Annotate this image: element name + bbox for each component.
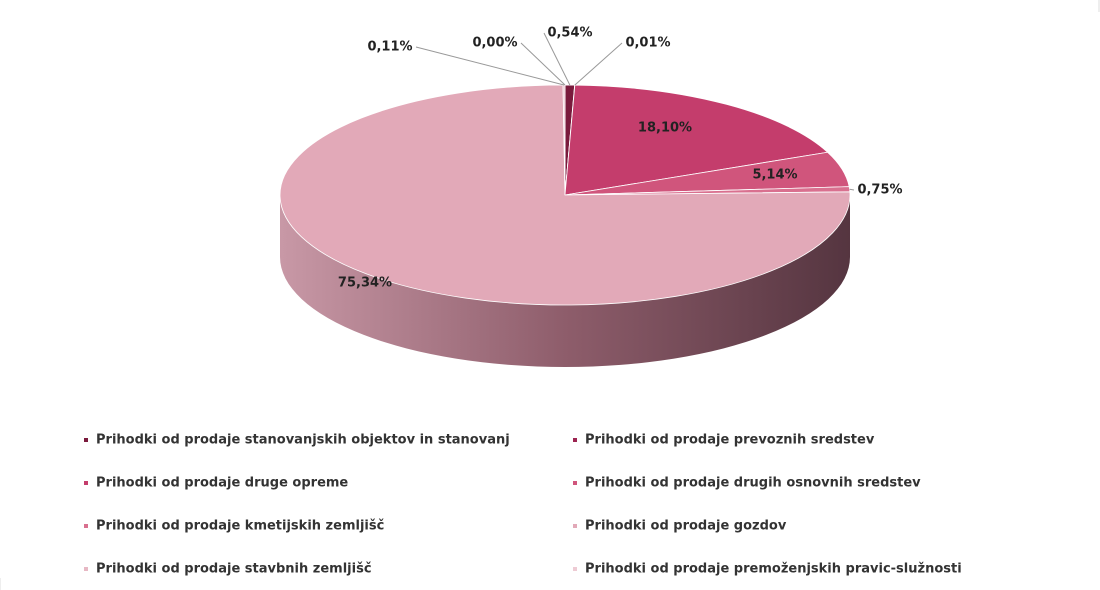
leader-line: [849, 188, 855, 191]
data-label: 75,34%: [338, 276, 392, 291]
data-label: 0,00%: [472, 36, 517, 51]
legend-label: Prihodki od prodaje premoženjskih pravic…: [585, 562, 962, 577]
legend-label: Prihodki od prodaje drugih osnovnih sred…: [585, 476, 921, 491]
data-label: 0,75%: [857, 183, 902, 198]
legend-label: Prihodki od prodaje stavbnih zemljišč: [96, 562, 372, 577]
slice: [564, 84, 829, 196]
leader-line: [543, 32, 571, 86]
legend-label: Prihodki od prodaje stanovanjskih objekt…: [96, 433, 510, 448]
legend-swatch: [573, 438, 577, 442]
legend-swatch: [84, 481, 88, 485]
slice-side: [280, 195, 850, 367]
leader-line: [415, 46, 565, 86]
legend-swatch: [573, 524, 577, 528]
legend-label: Prihodki od prodaje druge opreme: [96, 476, 348, 491]
legend-swatch: [573, 567, 577, 571]
legend-label: Prihodki od prodaje kmetijskih zemljišč: [96, 519, 384, 534]
data-label: 0,54%: [547, 26, 592, 41]
data-label: 0,11%: [367, 40, 412, 55]
data-label: 0,01%: [625, 36, 670, 51]
leader-line: [520, 42, 566, 86]
legend-swatch: [84, 524, 88, 528]
legend-swatch: [84, 438, 88, 442]
legend-swatch: [84, 567, 88, 571]
legend-label: Prihodki od prodaje gozdov: [585, 519, 787, 534]
legend-swatch: [573, 481, 577, 485]
data-label: 18,10%: [638, 121, 692, 136]
legend-label: Prihodki od prodaje prevoznih sredstev: [585, 433, 875, 448]
leader-line: [574, 42, 623, 86]
data-label: 5,14%: [752, 168, 797, 183]
